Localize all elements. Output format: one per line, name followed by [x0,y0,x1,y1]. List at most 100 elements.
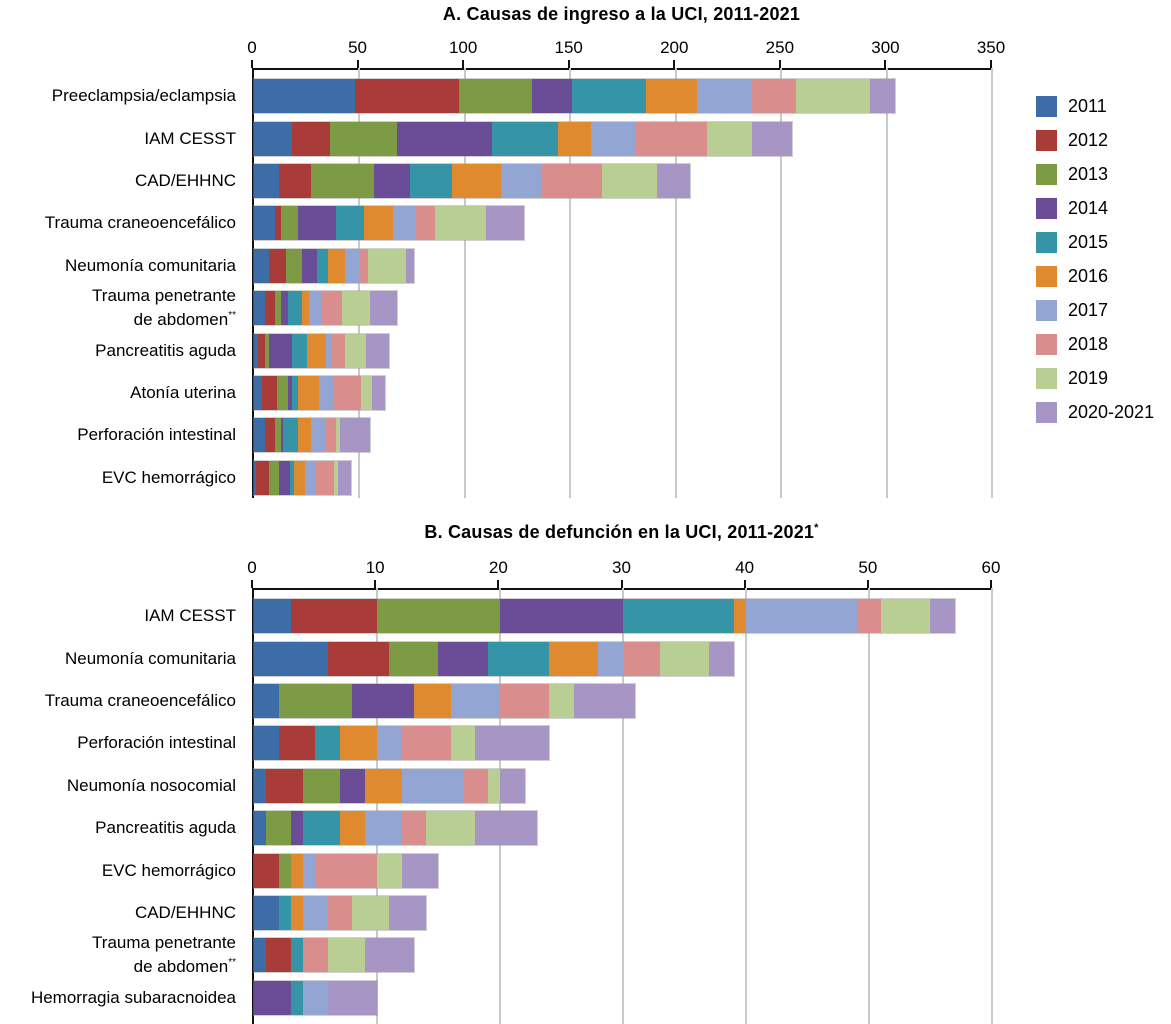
category-label-line1: Trauma penetrante [92,286,236,306]
gridline [622,588,624,1024]
legend-item: 2017 [1036,300,1154,321]
bar-segment-2012 [266,938,291,973]
legend-item-label: 2019 [1068,368,1109,388]
gridline [376,588,378,1024]
bar-segment-2014 [352,684,414,718]
stacked-bar [254,291,398,326]
category-label-superscript: ** [228,957,236,969]
bar-segment-2018 [321,291,343,326]
bar-segment-2015 [315,726,341,761]
bar-segment-2017 [310,418,326,453]
bar-segment-2018 [325,418,337,453]
bar-segment-2011 [254,376,263,410]
category-label-line1: EVC hemorrágico [101,467,236,487]
category-label-line1: Neumonía comunitaria [64,648,236,668]
bar-segment-2014 [397,121,493,156]
category-label-line1: Trauma craneoencefálico [44,691,236,710]
bar-segment-2019 [450,726,476,761]
legend-swatch-2017 [1036,300,1057,321]
bar-segment-2020-2021 [499,768,525,803]
category-label-line1: CAD/EHHNC [134,903,236,922]
bar-segment-2011 [254,248,269,283]
bar-segment-2016 [327,248,345,283]
bar-segment-2013 [264,333,269,368]
category-label-line2: de abdomen [133,957,229,977]
stacked-bar [254,980,377,1015]
bar-segment-2012 [254,853,279,888]
bar-segment-2011 [254,938,267,973]
legend-swatch-2019 [1036,368,1057,389]
bar-segment-2015 [410,164,453,198]
x-tick-label: 50 [858,558,878,577]
bar-segment-2020-2021 [340,418,370,453]
bar-segment-2020-2021 [405,248,415,283]
x-tick-label: 60 [981,558,1001,577]
legend-item: 2014 [1036,198,1154,219]
category-label: Hemorragia subaracnoidea [0,988,236,1008]
legend-item-label: 2020-2021 [1068,402,1155,422]
bar-segment-2020-2021 [485,206,524,241]
x-tick-mark [620,580,623,588]
bar-segment-2020-2021 [930,599,956,634]
legend-swatch-2016 [1036,266,1057,287]
category-label: CAD/EHHNC [0,903,236,923]
bar-segment-2016 [549,641,599,676]
bar-segment-2018 [303,938,328,973]
category-label: Atonía uterina [0,383,236,403]
legend-swatch-2013 [1036,164,1057,185]
bar-segment-2018 [751,79,796,114]
gridline [745,588,747,1024]
category-label: Trauma penetrante de abdomen** [0,286,236,330]
bar-segment-2014 [438,641,488,676]
category-label-line1: Trauma penetrante [92,933,236,953]
gridline [868,588,870,1024]
bar-segment-2019 [426,811,476,846]
bar-segment-2017 [364,811,402,846]
category-label-line1: Perforación intestinal [77,425,236,445]
chart-a-icu-admission-causes: A. Causas de ingreso a la UCI, 2011-2021… [0,0,1171,498]
bar-segment-2020-2021 [327,980,377,1015]
bar-segment-2020-2021 [401,853,439,888]
category-label-line1: Preeclampsia/eclampsia [51,86,236,106]
legend-swatch-2015 [1036,232,1057,253]
bar-segment-2019 [659,641,710,676]
bar-segment-2016 [646,79,697,114]
category-label-line1: IAM CESST [144,128,236,148]
bar-segment-2014 [298,206,337,241]
bar-segment-2012 [275,206,282,241]
x-tick-label: 300 [871,38,900,57]
bar-segment-2012 [290,599,377,634]
stacked-bar [254,811,537,846]
stacked-bar [254,938,414,973]
bar-segment-2019 [352,896,390,930]
chart-a-plot-area [252,68,993,498]
bar-segment-2012 [258,333,265,368]
x-tick-label: 20 [488,558,508,577]
bar-segment-2017 [393,206,417,241]
category-label: IAM CESST [0,606,236,626]
bar-segment-2012 [262,376,278,410]
stacked-bar [254,768,525,803]
bar-segment-2017 [303,896,328,930]
bar-segment-2014 [281,291,288,326]
bar-segment-2017 [344,248,360,283]
chart-b-category-labels: IAM CESST Neumonía comunitaria Trauma cran… [0,588,244,1024]
bar-segment-2018 [327,896,353,930]
stacked-bar [254,641,734,676]
bar-segment-2011 [254,164,280,198]
category-label-line1: Pancreatitis aguda [95,340,236,360]
bar-segment-2019 [361,376,372,410]
gridline [674,68,677,498]
bar-segment-2013 [458,79,533,114]
chart-b-plot-area [252,588,993,1024]
x-tick-label: 200 [660,38,689,57]
x-tick-mark [990,60,992,68]
bar-segment-2017 [745,599,857,634]
x-tick-mark [778,60,781,68]
x-tick-label: 150 [554,38,583,57]
legend-item: 2012 [1036,130,1154,151]
bar-segment-2015 [291,376,299,410]
bar-segment-2020-2021 [573,684,636,718]
bar-segment-2013 [266,811,291,846]
x-tick-mark [567,60,570,68]
